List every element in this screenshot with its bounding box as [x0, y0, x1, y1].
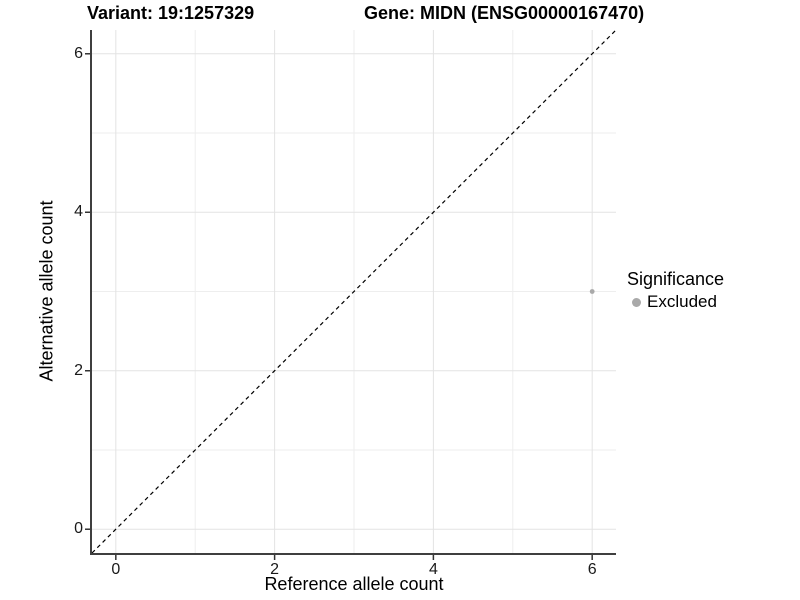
- identity-dashed-line: [91, 29, 617, 554]
- x-tick-label: 6: [587, 561, 597, 578]
- legend-title: Significance: [627, 269, 725, 289]
- x-axis-title: Reference allele count: [264, 574, 444, 594]
- y-axis-title: Alternative allele count: [36, 200, 57, 382]
- plot-title-gene: Gene: MIDN (ENSG00000167470): [364, 3, 645, 23]
- legend: Significance Excluded: [627, 269, 724, 312]
- y-tick-label: 4: [74, 203, 83, 221]
- excluded-point-icon: [632, 297, 641, 307]
- x-tick-label: 2: [270, 561, 280, 578]
- y-tick-label: 6: [74, 44, 83, 62]
- y-tick-label: 0: [74, 520, 83, 538]
- legend-item-excluded: Excluded: [627, 292, 724, 312]
- x-tick-label: 0: [111, 561, 121, 578]
- x-tick-label: 4: [428, 561, 438, 578]
- y-tick-label: 2: [74, 361, 83, 379]
- plot-title-variant: Variant: 19:1257329: [87, 3, 255, 23]
- data-point: [589, 289, 595, 294]
- legend-item-label: Excluded: [647, 292, 717, 311]
